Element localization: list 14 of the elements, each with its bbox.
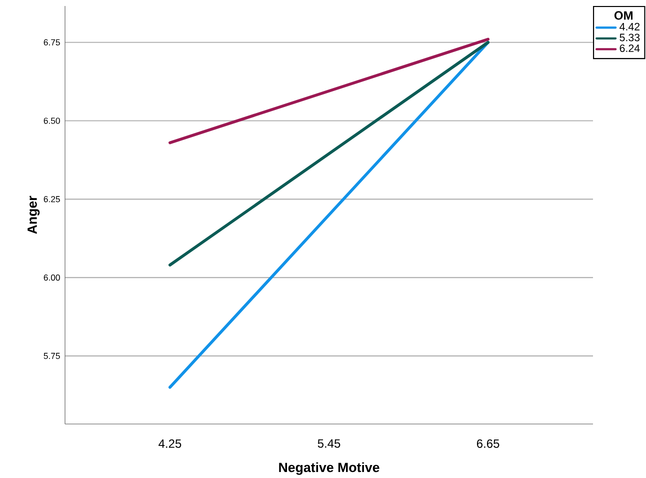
x-tick-label: 4.25 bbox=[158, 439, 182, 448]
legend-label: 6.24 bbox=[620, 44, 640, 52]
y-tick-label: 5.75 bbox=[44, 352, 60, 359]
x-axis-title: Negative Motive bbox=[279, 462, 380, 475]
legend-label: 4.42 bbox=[620, 22, 640, 30]
x-tick-label: 5.45 bbox=[318, 439, 340, 448]
y-tick-label: 6.00 bbox=[44, 274, 60, 281]
y-tick-label: 6.50 bbox=[44, 118, 60, 124]
y-tick-label: 6.75 bbox=[44, 39, 60, 46]
y-axis-title: Anger bbox=[28, 196, 40, 234]
y-tick-label: 6.25 bbox=[44, 196, 60, 202]
legend-label: 5.33 bbox=[620, 34, 640, 42]
x-tick-label: 6.65 bbox=[476, 439, 500, 448]
legend-title: OM bbox=[614, 11, 632, 20]
